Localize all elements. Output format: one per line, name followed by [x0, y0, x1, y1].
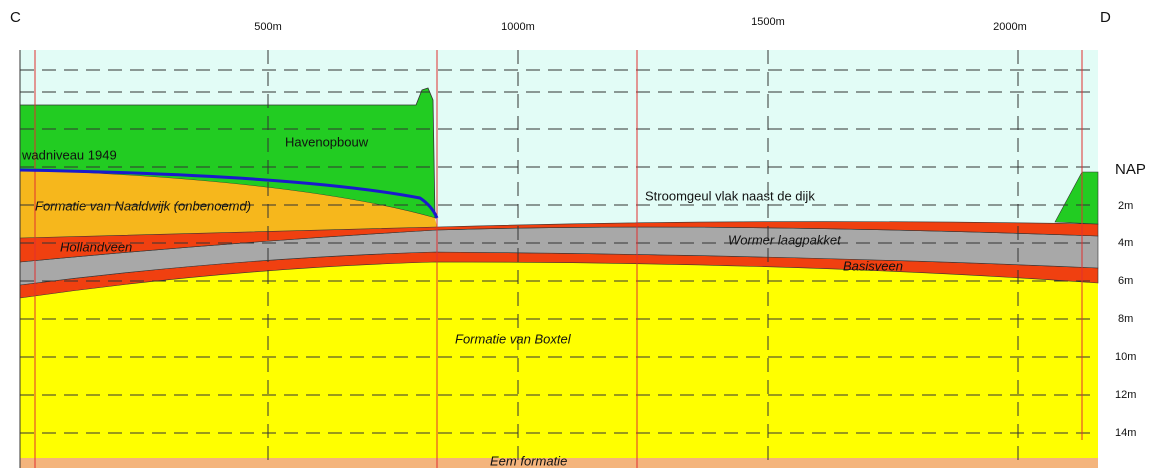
distance-label: 2000m	[993, 21, 1027, 33]
end-label: C	[10, 9, 21, 26]
grid	[19, 50, 1098, 468]
layer-label: Basisveen	[843, 258, 903, 273]
depth-label: 14m	[1115, 427, 1136, 439]
eem-area	[20, 458, 1098, 468]
layer-label: Hollandveen	[60, 239, 132, 254]
depth-label: 12m	[1115, 389, 1136, 401]
depth-label: 10m	[1115, 351, 1136, 363]
layer-label: Formatie van Boxtel	[455, 331, 572, 346]
annotation: wadniveau 1949	[21, 147, 117, 162]
naaldwijk-area	[20, 170, 437, 238]
depth-label: 2m	[1118, 200, 1133, 212]
depth-label: 6m	[1118, 275, 1133, 287]
layer-label: Eem formatie	[490, 453, 567, 468]
distance-label: 1000m	[501, 21, 535, 33]
end-label: D	[1100, 9, 1111, 26]
hollandveen-area	[19, 221, 1099, 263]
layer-label: Formatie van Naaldwijk (onbenoemd)	[35, 198, 251, 213]
depth-label: 4m	[1118, 237, 1133, 249]
depth-label: 8m	[1118, 313, 1133, 325]
dike	[1054, 171, 1099, 225]
layer-label: Wormer laagpakket	[728, 232, 842, 247]
boxtel-area	[20, 262, 1098, 458]
distance-label: 500m	[254, 21, 282, 33]
depth-label: NAP	[1115, 161, 1146, 178]
layer-label: Stroomgeul vlak naast de dijk	[645, 188, 815, 203]
distance-label: 1500m	[751, 16, 785, 28]
wadniveau-line	[19, 168, 439, 219]
layer-label: Havenopbouw	[285, 134, 369, 149]
